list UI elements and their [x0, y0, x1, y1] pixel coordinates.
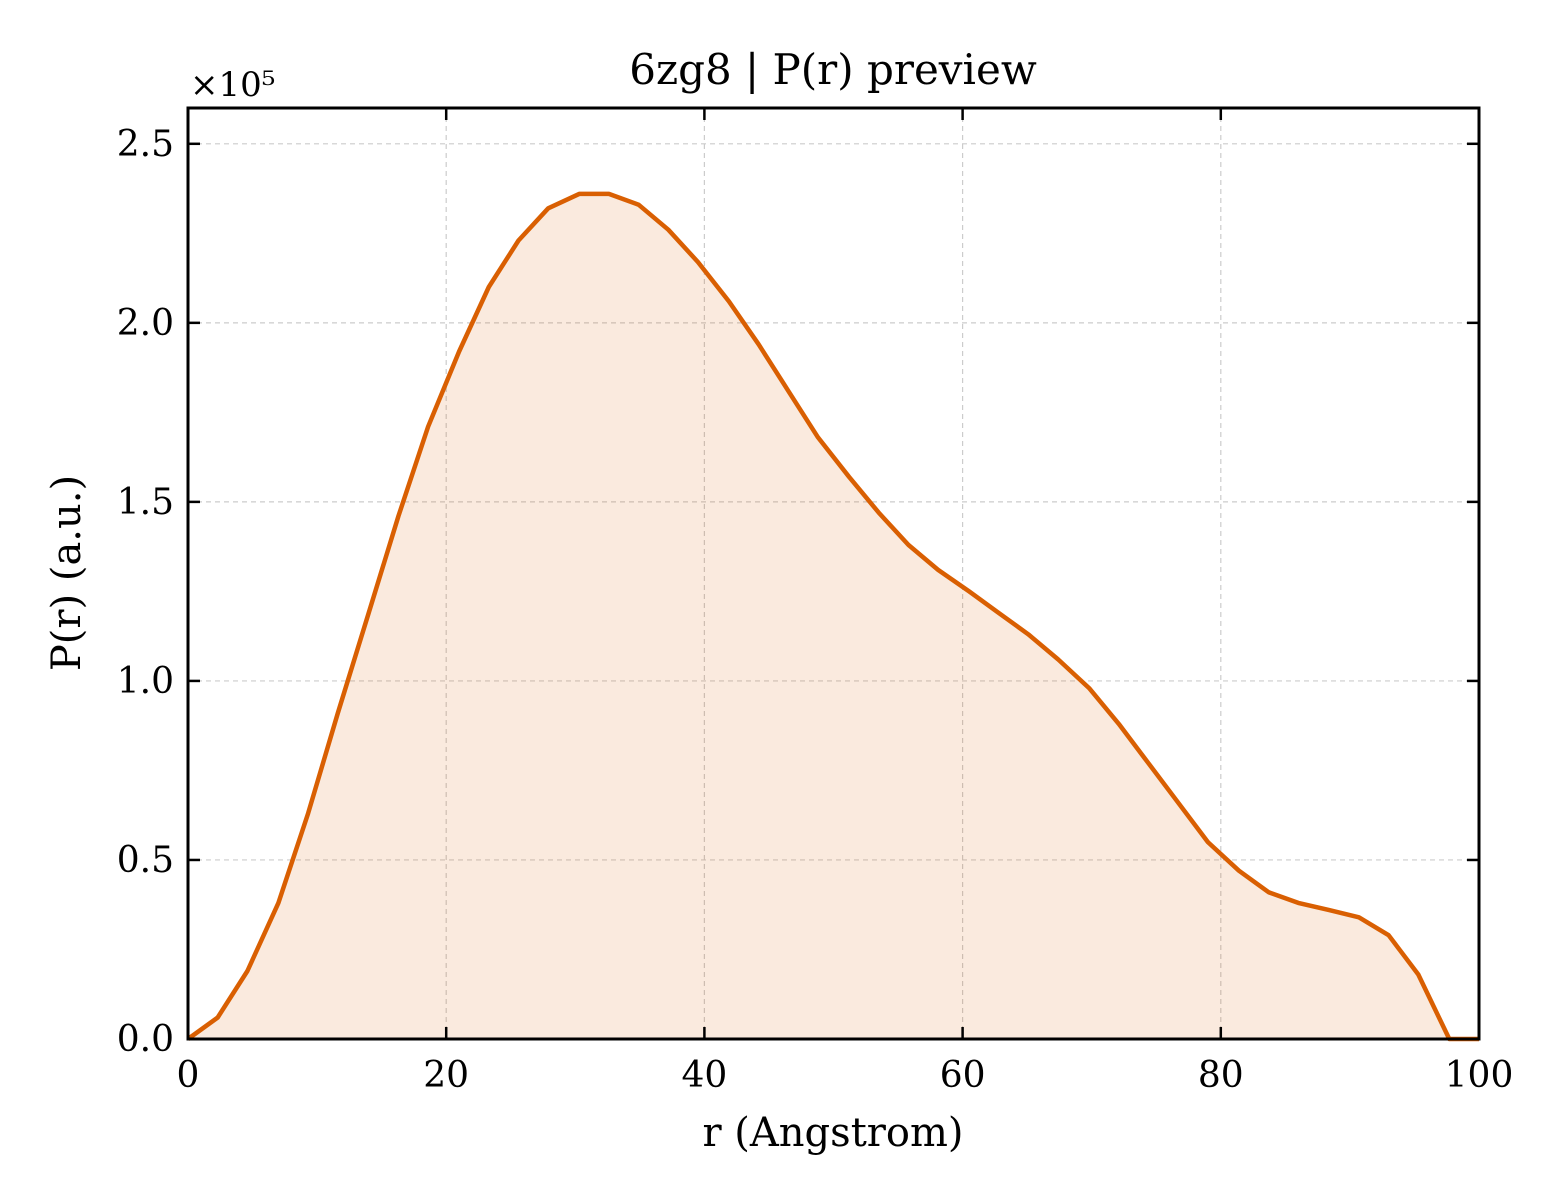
ticks	[186, 108, 1481, 1041]
axes-frame	[186, 106, 1481, 1041]
x-tick-label: 60	[940, 1055, 986, 1096]
y-tick-label: 0.0	[117, 1019, 174, 1060]
y-tick-label: 1.0	[117, 661, 174, 702]
series-line	[186, 191, 1479, 1042]
x-tick-label: 0	[177, 1055, 200, 1096]
tick-labels: 0 20 40 60 80 100 0.0 0.5 1.0 1.5 2.0 2.5	[117, 124, 1514, 1096]
x-axis-title: r (Angstrom)	[702, 1110, 963, 1156]
x-tick-label: 100	[1445, 1055, 1514, 1096]
y-tick-label: 2.5	[117, 124, 174, 165]
y-tick-label: 0.5	[117, 840, 174, 881]
x-tick-label: 40	[681, 1055, 727, 1096]
x-tick-label: 20	[423, 1055, 469, 1096]
plot-area	[186, 191, 1479, 1042]
chart-title: 6zg8 | P(r) preview	[629, 45, 1037, 94]
x-tick-label: 80	[1198, 1055, 1244, 1096]
y-tick-label: 2.0	[117, 303, 174, 344]
y-axis-title: P(r) (a.u.)	[44, 475, 90, 671]
series-area-fill	[188, 193, 1479, 1039]
y-multiplier-label: ×10⁵	[190, 65, 275, 105]
y-tick-label: 1.5	[117, 482, 174, 523]
